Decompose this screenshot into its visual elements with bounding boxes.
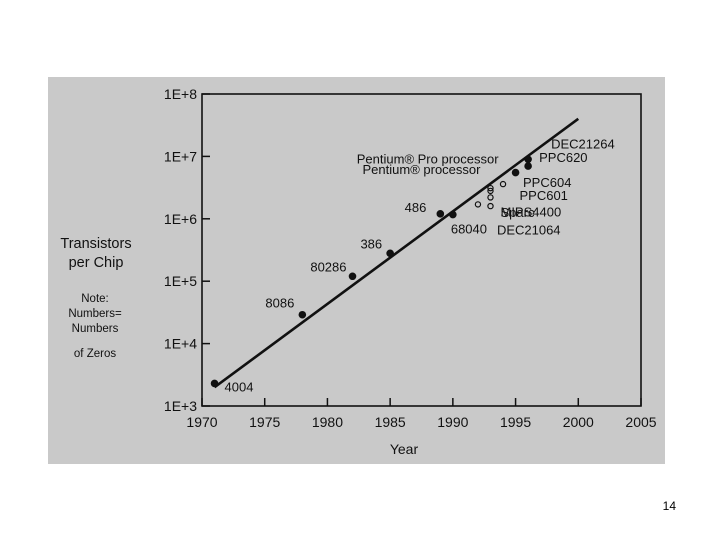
point-pentium-processor [487,184,494,192]
point-label: DEC21064 [497,222,561,237]
x-tick-label: 1970 [186,414,217,430]
point-label: 68040 [451,222,487,237]
point-label: 8086 [265,296,294,311]
note-line-1: Note: [81,293,109,305]
point-label: PPC620 [539,150,587,165]
y-axis-label-line1: Transistors [60,236,131,252]
y-axis: 1E+3 1E+4 1E+5 1E+6 1E+7 1E+8 [164,86,210,414]
plot-frame [201,93,642,407]
data-points [210,155,532,388]
data-labels: 4004 8086 80286 386 486 68040 Pentium® process… [225,136,615,394]
point-label: DEC21264 [551,136,615,151]
point-sparc [487,202,494,210]
x-tick-label: 2005 [625,414,656,430]
point-label: Sparc [500,205,534,220]
point-pentium-pro-processor [511,168,520,177]
point-68040 [449,210,457,219]
point-386 [386,249,394,258]
point-4004 [210,379,219,388]
point-label: PPC601 [519,188,567,203]
note-line-2: Numbers= [68,308,122,320]
point-8086 [298,310,307,319]
point-label: 486 [405,200,427,215]
point-label: PPC604 [523,175,571,190]
chart-svg: 1E+3 1E+4 1E+5 1E+6 1E+7 1E+8 1970 1975 1980 198… [60,86,657,457]
page-number: 14 [662,499,676,513]
y-tick-label: 1E+7 [164,148,197,164]
point-486 [436,210,445,218]
point-label: MIPS4400 [500,204,561,219]
x-axis: 1970 1975 1980 1985 1990 1995 2000 2005 [186,398,657,430]
note-line-4: of Zeros [74,348,116,360]
note-line-3: Numbers [72,323,119,335]
point-dec21064 [474,201,482,208]
x-tick-label: 2000 [563,414,594,430]
x-tick-label: 1975 [249,414,280,430]
point-ppc601 [487,187,494,195]
point-mips4400 [487,194,494,201]
x-tick-label: 1985 [375,414,406,430]
point-label: Pentium® processor [363,162,482,177]
point-dec21264 [524,155,532,164]
x-axis-label: Year [390,441,419,457]
y-tick-label: 1E+6 [164,211,197,227]
x-tick-label: 1990 [437,414,468,430]
point-label: 386 [360,236,382,251]
chart-figure: 1E+3 1E+4 1E+5 1E+6 1E+7 1E+8 1970 1975 1980 198… [48,77,665,464]
y-tick-label: 1E+4 [164,336,197,352]
point-80286 [348,272,357,281]
trend-line [213,117,580,389]
point-label: Pentium® Pro processor [357,152,499,167]
y-tick-label: 1E+3 [164,398,197,414]
x-tick-label: 1980 [312,414,343,430]
y-tick-label: 1E+5 [164,273,197,289]
point-ppc604 [499,180,507,188]
x-tick-label: 1995 [500,414,531,430]
point-label: 80286 [310,259,346,274]
point-label: 4004 [225,379,254,394]
y-axis-label-line2: per Chip [69,255,124,271]
y-tick-label: 1E+8 [164,86,197,102]
point-ppc620 [524,162,532,170]
